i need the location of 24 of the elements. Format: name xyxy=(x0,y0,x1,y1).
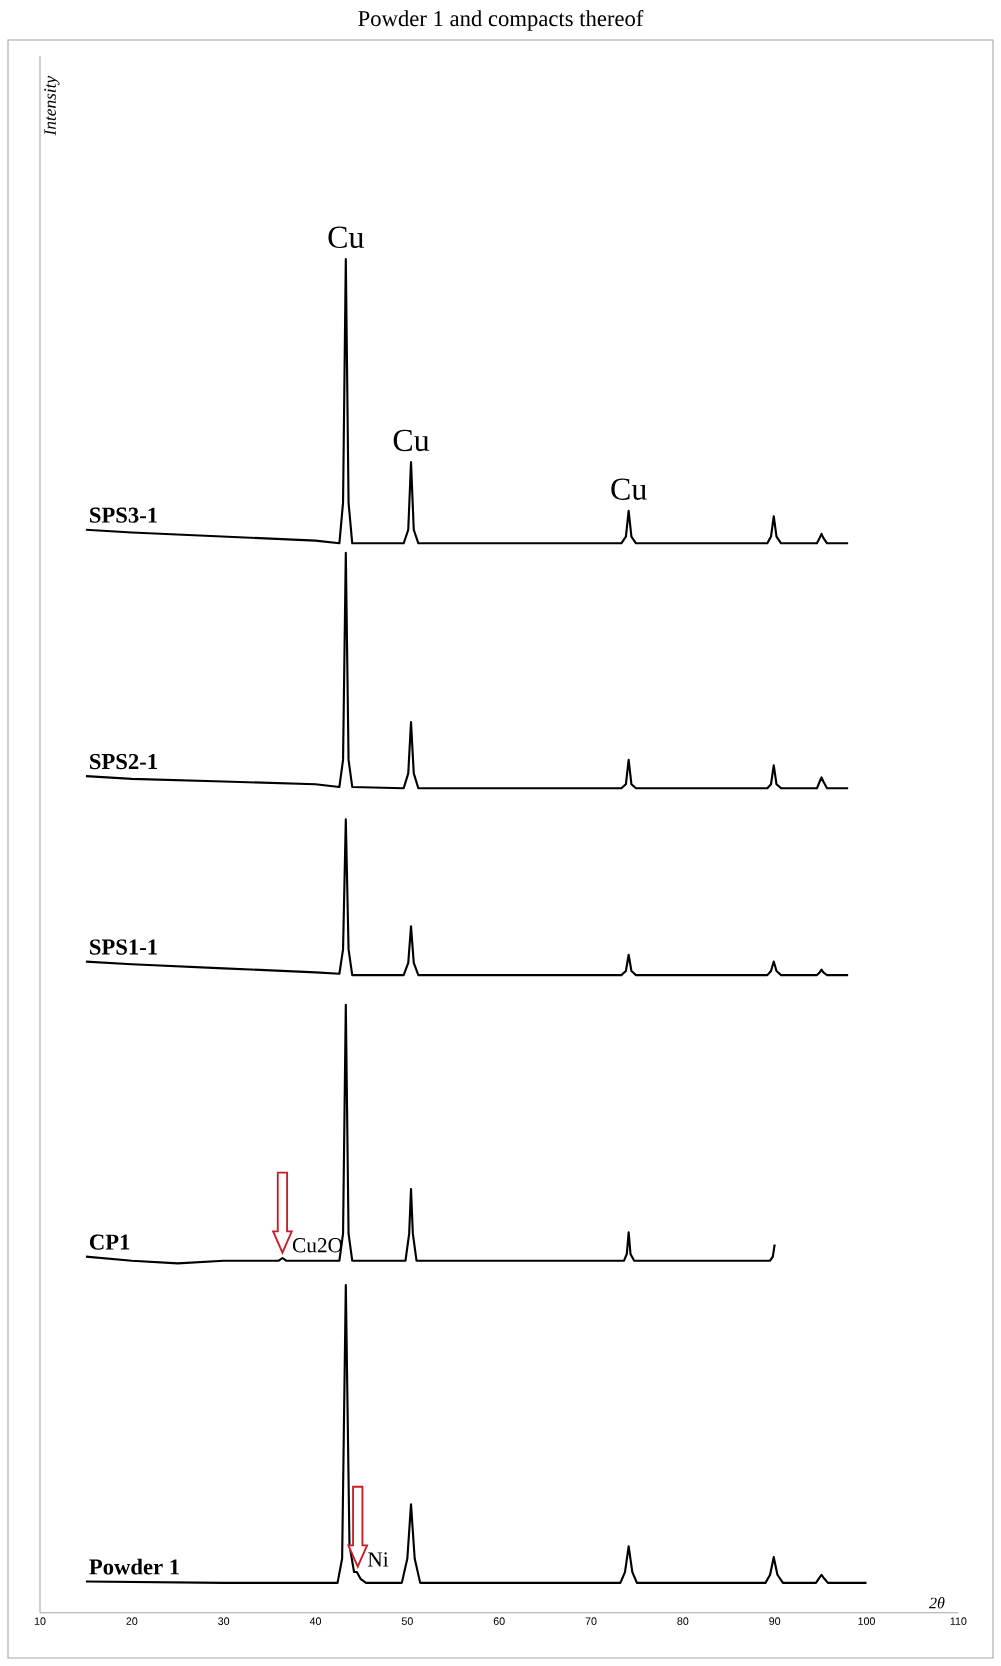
x-tick-label: 70 xyxy=(585,1617,597,1625)
annotation: Cu xyxy=(328,226,364,249)
x-tick-label: 110 xyxy=(950,1617,967,1625)
x-tick-label: 30 xyxy=(218,1617,230,1625)
series-label: Powder 1 xyxy=(89,1558,179,1575)
annotation: Cu xyxy=(611,478,647,500)
series-label: SPS1-1 xyxy=(90,939,157,955)
annotation: Cu2O xyxy=(292,1238,343,1253)
annotation: Ni xyxy=(367,1552,389,1567)
x-tick-label: 50 xyxy=(401,1617,413,1625)
annotation: Cu xyxy=(393,429,430,452)
chart-title: Powder 1 and compacts thereof xyxy=(358,10,644,31)
series-label: CP1 xyxy=(89,1234,130,1250)
x-axis-title: 2θ xyxy=(929,1597,945,1609)
x-tick-label: 80 xyxy=(677,1617,689,1625)
x-tick-label: 20 xyxy=(126,1617,138,1625)
x-tick-label: 40 xyxy=(309,1617,322,1625)
x-tick-label: 90 xyxy=(769,1617,781,1625)
series-label: SPS2-1 xyxy=(90,753,157,770)
x-tick-label: 100 xyxy=(858,1617,875,1625)
text: Intensity xyxy=(44,75,60,136)
series-label: SPS3-1 xyxy=(90,507,157,523)
x-tick-label: 10 xyxy=(34,1617,46,1625)
x-tick-label: 60 xyxy=(493,1617,505,1625)
